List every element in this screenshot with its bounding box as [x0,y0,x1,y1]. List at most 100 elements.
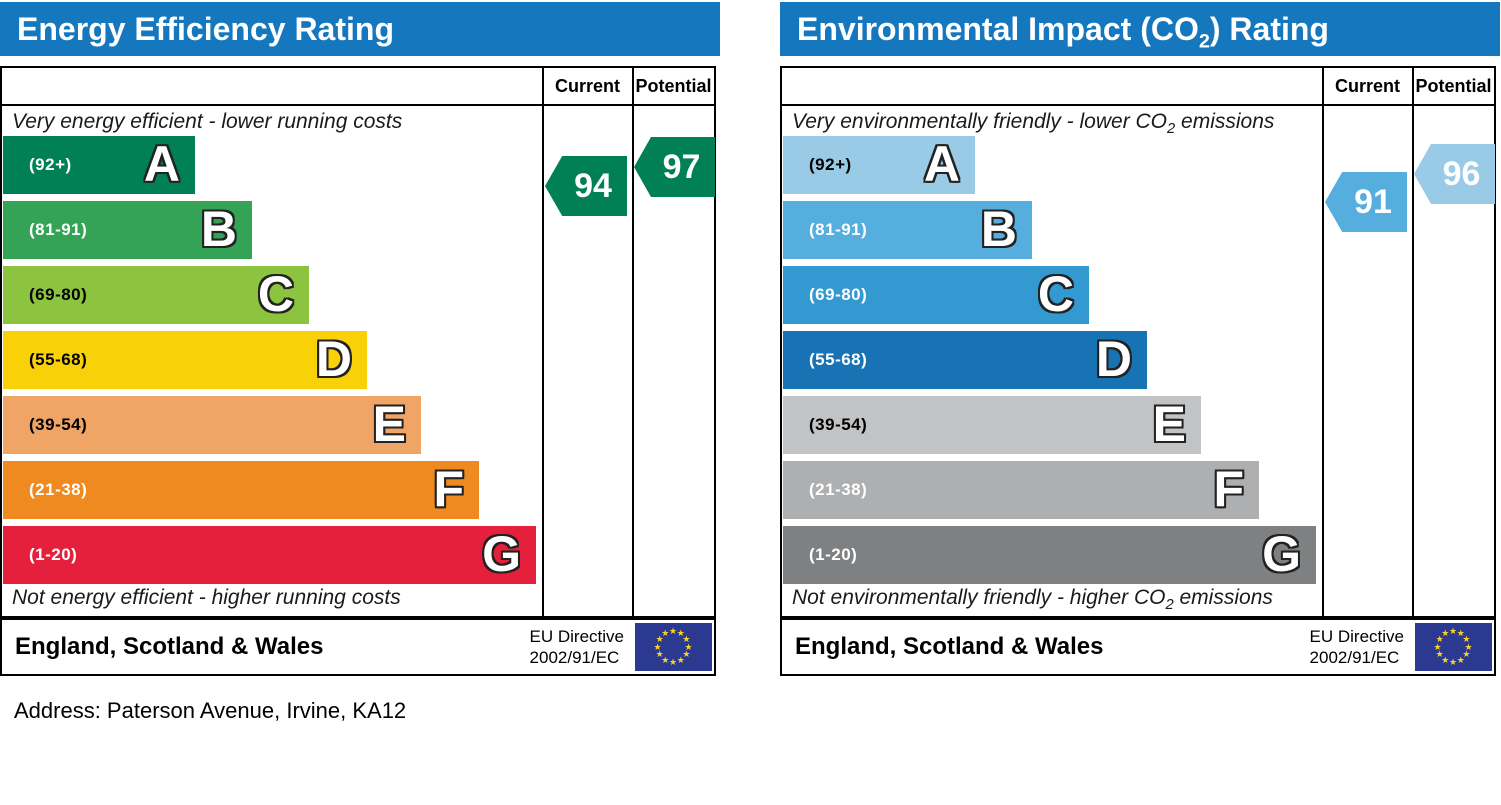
band-letter: B [980,200,1017,257]
band-bar-e: (39-54) E [3,396,421,454]
band-bar-c: (69-80) C [3,266,309,324]
title-text-end: ) Rating [1209,11,1329,47]
star-icon: ★ [1441,654,1450,665]
title-subscript: 2 [1198,30,1210,53]
band-row-a: (92+) A [3,136,541,194]
band-letter: E [372,395,406,452]
eu-directive-line1: EU Directive [1309,627,1404,646]
column-divider [542,68,544,616]
band-bar-e: (39-54) E [783,396,1201,454]
star-icon: ★ [682,633,691,644]
table-header-row: Current Potential [782,68,1494,106]
star-icon: ★ [1435,649,1444,660]
top-note-subscript: 2 [1167,121,1176,138]
band-row-g: (1-20) G [3,526,541,584]
star-icon: ★ [676,628,685,639]
star-icon: ★ [655,649,664,660]
star-icon: ★ [669,626,678,636]
potential-rating-value: 97 [662,147,701,186]
rating-table: Current Potential Very environmentally f… [780,66,1496,618]
band-range-label: (1-20) [29,545,78,564]
band-range-label: (39-54) [809,415,868,434]
page-title: Environmental Impact (CO2) Rating [780,2,1500,56]
current-rating-value: 91 [1354,182,1392,221]
table-footer: England, Scotland & Wales EU Directive 2… [780,618,1496,676]
band-bar-d: (55-68) D [783,331,1147,389]
band-range-label: (69-80) [809,285,868,304]
band-range-label: (39-54) [29,415,88,434]
star-icon: ★ [682,649,691,660]
eu-flag-icon: ★ ★ ★ ★ ★ ★ ★ ★ ★ ★ ★ ★ [1415,623,1492,671]
star-icon: ★ [1433,641,1442,652]
band-row-d: (55-68) D [3,331,541,389]
eu-flag-icon: ★ ★ ★ ★ ★ ★ ★ ★ ★ ★ ★ ★ [635,623,712,671]
top-note-text: Very environmentally friendly - lower CO [792,110,1168,133]
table-footer: England, Scotland & Wales EU Directive 2… [0,618,716,676]
bottom-note-text-end: emissions [1173,586,1273,609]
eu-directive-line2: 2002/91/EC [1309,648,1400,667]
current-column-header: Current [554,76,620,96]
band-range-label: (81-91) [29,220,88,239]
band-row-f: (21-38) F [783,461,1321,519]
band-row-b: (81-91) B [3,201,541,259]
energy-efficiency-panel: Energy Efficiency Rating Current Potenti… [0,0,721,680]
star-icon: ★ [661,628,670,639]
region-label: England, Scotland & Wales [795,633,1104,660]
band-bar-b: (81-91) B [3,201,252,259]
band-bar-b: (81-91) B [783,201,1032,259]
bottom-note: Not environmentally friendly - higher CO… [792,586,1273,613]
band-range-label: (55-68) [29,350,88,369]
eu-directive-line2: 2002/91/EC [529,648,620,667]
column-divider [1412,68,1414,616]
band-row-a: (92+) A [783,136,1321,194]
band-row-d: (55-68) D [783,331,1321,389]
potential-column-header: Potential [1415,76,1492,96]
star-icon: ★ [676,654,685,665]
band-range-label: (1-20) [809,545,858,564]
eu-directive-label: EU Directive 2002/91/EC [530,626,624,668]
band-bar-d: (55-68) D [3,331,367,389]
band-bar-g: (1-20) G [3,526,536,584]
star-icon: ★ [1462,649,1471,660]
band-letter: G [482,525,521,582]
potential-rating-arrow: 96 [1414,144,1495,204]
table-header-row: Current Potential [2,68,714,106]
top-note: Very energy efficient - lower running co… [12,110,402,134]
star-icon: ★ [1464,641,1473,652]
star-icon: ★ [669,657,678,667]
band-letter: B [200,200,237,257]
band-row-g: (1-20) G [783,526,1321,584]
band-row-b: (81-91) B [783,201,1321,259]
band-range-label: (92+) [809,155,852,174]
band-range-label: (69-80) [29,285,88,304]
star-icon: ★ [1449,626,1458,636]
band-bar-a: (92+) A [783,136,975,194]
band-range-label: (21-38) [809,480,868,499]
eu-directive-line1: EU Directive [529,627,624,646]
star-icon: ★ [661,654,670,665]
band-bar-a: (92+) A [3,136,195,194]
title-text: Energy Efficiency Rating [17,11,394,47]
eu-directive-label: EU Directive 2002/91/EC [1310,626,1404,668]
star-icon: ★ [1456,654,1465,665]
address-line: Address: Paterson Avenue, Irvine, KA12 [14,698,407,723]
band-letter: A [923,135,960,192]
band-list: (92+) A (81-91) B (69-80) C (55-68) D (39-54) E (2… [3,136,541,591]
band-range-label: (81-91) [809,220,868,239]
star-icon: ★ [684,641,693,652]
star-icon: ★ [1449,657,1458,667]
band-letter: C [257,265,294,322]
band-bar-c: (69-80) C [783,266,1089,324]
title-text: Environmental Impact (CO [797,11,1199,47]
top-note-text-end: emissions [1175,110,1275,133]
star-icon: ★ [1462,633,1471,644]
band-letter: C [1037,265,1074,322]
rating-table: Current Potential Very energy efficient … [0,66,716,618]
star-icon: ★ [655,633,664,644]
potential-rating-value: 96 [1442,154,1481,193]
current-rating-value: 94 [574,166,612,205]
band-letter: E [1152,395,1186,452]
environmental-impact-panel: Environmental Impact (CO2) Rating Curren… [780,0,1501,680]
band-range-label: (21-38) [29,480,88,499]
current-column-header: Current [1334,76,1400,96]
